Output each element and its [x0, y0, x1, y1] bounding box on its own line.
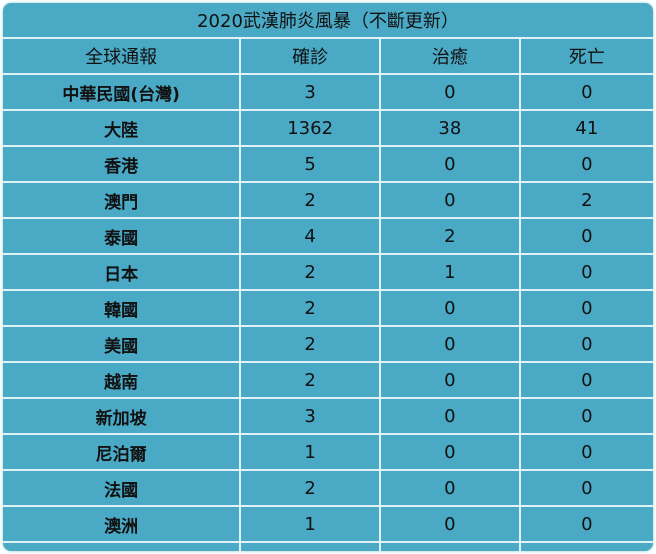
header-confirmed: 確診: [239, 37, 381, 75]
cell-recovered: 0: [379, 541, 521, 551]
cell-recovered: 0: [379, 145, 521, 183]
table-title: 2020武漢肺炎風暴（不斷更新）: [3, 3, 653, 39]
cell-deaths: 0: [518, 505, 653, 543]
cell-region: 大陸: [3, 109, 242, 147]
header-deaths: 死亡: [518, 37, 653, 75]
cell-recovered: 0: [379, 469, 521, 507]
cell-deaths: 0: [518, 289, 653, 327]
outbreak-table-container: 2020武漢肺炎風暴（不斷更新） 全球通報 確診 治癒 死亡 中華民國(台灣) 3…: [3, 3, 653, 551]
cell-confirmed: 3: [239, 397, 381, 435]
header-row: 全球通報 確診 治癒 死亡: [3, 37, 653, 75]
cell-confirmed: 4: [239, 217, 381, 255]
cell-confirmed: 2: [239, 325, 381, 363]
title-row: 2020武漢肺炎風暴（不斷更新）: [3, 3, 653, 39]
cell-region: 澳門: [3, 181, 242, 219]
cell-recovered: 0: [379, 289, 521, 327]
cell-deaths: 0: [518, 217, 653, 255]
cell-recovered: 2: [379, 217, 521, 255]
table-row: 尼泊爾 1 0 0: [3, 433, 653, 471]
cell-deaths: 0: [518, 145, 653, 183]
table-row: 澳門 2 0 2: [3, 181, 653, 219]
cell-deaths: 0: [518, 325, 653, 363]
header-recovered: 治癒: [379, 37, 521, 75]
cell-recovered: 0: [379, 73, 521, 111]
cell-deaths: 41: [518, 109, 653, 147]
cell-recovered: 1: [379, 253, 521, 291]
cell-region: 泰國: [3, 217, 242, 255]
cell-recovered: 0: [379, 433, 521, 471]
table-row: 法國 2 0 0: [3, 469, 653, 507]
table-row: 中華民國(台灣) 3 0 0: [3, 73, 653, 111]
cell-region: 越南: [3, 361, 242, 399]
cell-region: 法國: [3, 469, 242, 507]
cell-region: 澳洲: [3, 505, 242, 543]
cell-confirmed: 2: [239, 253, 381, 291]
cell-recovered: 38: [379, 109, 521, 147]
cell-confirmed: 2: [239, 181, 381, 219]
cell-confirmed: 1362: [239, 109, 381, 147]
table-row: 泰國 4 2 0: [3, 217, 653, 255]
cell-region: 中華民國(台灣): [3, 73, 242, 111]
cell-confirmed: 2: [239, 289, 381, 327]
table-row: 新加坡 3 0 0: [3, 397, 653, 435]
table-row: 香港 5 0 0: [3, 145, 653, 183]
cell-confirmed: 3: [239, 73, 381, 111]
cell-region: 韓國: [3, 289, 242, 327]
cell-recovered: 0: [379, 505, 521, 543]
cell-region: 新加坡: [3, 397, 242, 435]
outbreak-table: 2020武漢肺炎風暴（不斷更新） 全球通報 確診 治癒 死亡 中華民國(台灣) 3…: [3, 3, 653, 551]
table-row: 日本 2 1 0: [3, 253, 653, 291]
cell-confirmed: 1: [239, 505, 381, 543]
cell-confirmed: 3: [239, 541, 381, 551]
cell-deaths: 0: [518, 397, 653, 435]
table-row: 美國 2 0 0: [3, 325, 653, 363]
cell-region: 馬來西亞: [3, 541, 242, 551]
cell-deaths: 0: [518, 541, 653, 551]
cell-deaths: 0: [518, 73, 653, 111]
cell-confirmed: 1: [239, 433, 381, 471]
header-region: 全球通報: [3, 37, 242, 75]
cell-region: 香港: [3, 145, 242, 183]
cell-deaths: 0: [518, 433, 653, 471]
cell-region: 日本: [3, 253, 242, 291]
table-row: 馬來西亞300: [3, 541, 653, 551]
table-row: 韓國 2 0 0: [3, 289, 653, 327]
cell-deaths: 0: [518, 361, 653, 399]
table-row: 澳洲 1 0 0: [3, 505, 653, 543]
cell-recovered: 0: [379, 361, 521, 399]
cell-confirmed: 5: [239, 145, 381, 183]
cell-recovered: 0: [379, 181, 521, 219]
cell-region: 美國: [3, 325, 242, 363]
table-row: 越南 2 0 0: [3, 361, 653, 399]
cell-confirmed: 2: [239, 469, 381, 507]
cell-deaths: 0: [518, 253, 653, 291]
cell-deaths: 2: [518, 181, 653, 219]
cell-confirmed: 2: [239, 361, 381, 399]
cell-deaths: 0: [518, 469, 653, 507]
table-row: 大陸 1362 38 41: [3, 109, 653, 147]
cell-region: 尼泊爾: [3, 433, 242, 471]
cell-recovered: 0: [379, 397, 521, 435]
cell-recovered: 0: [379, 325, 521, 363]
